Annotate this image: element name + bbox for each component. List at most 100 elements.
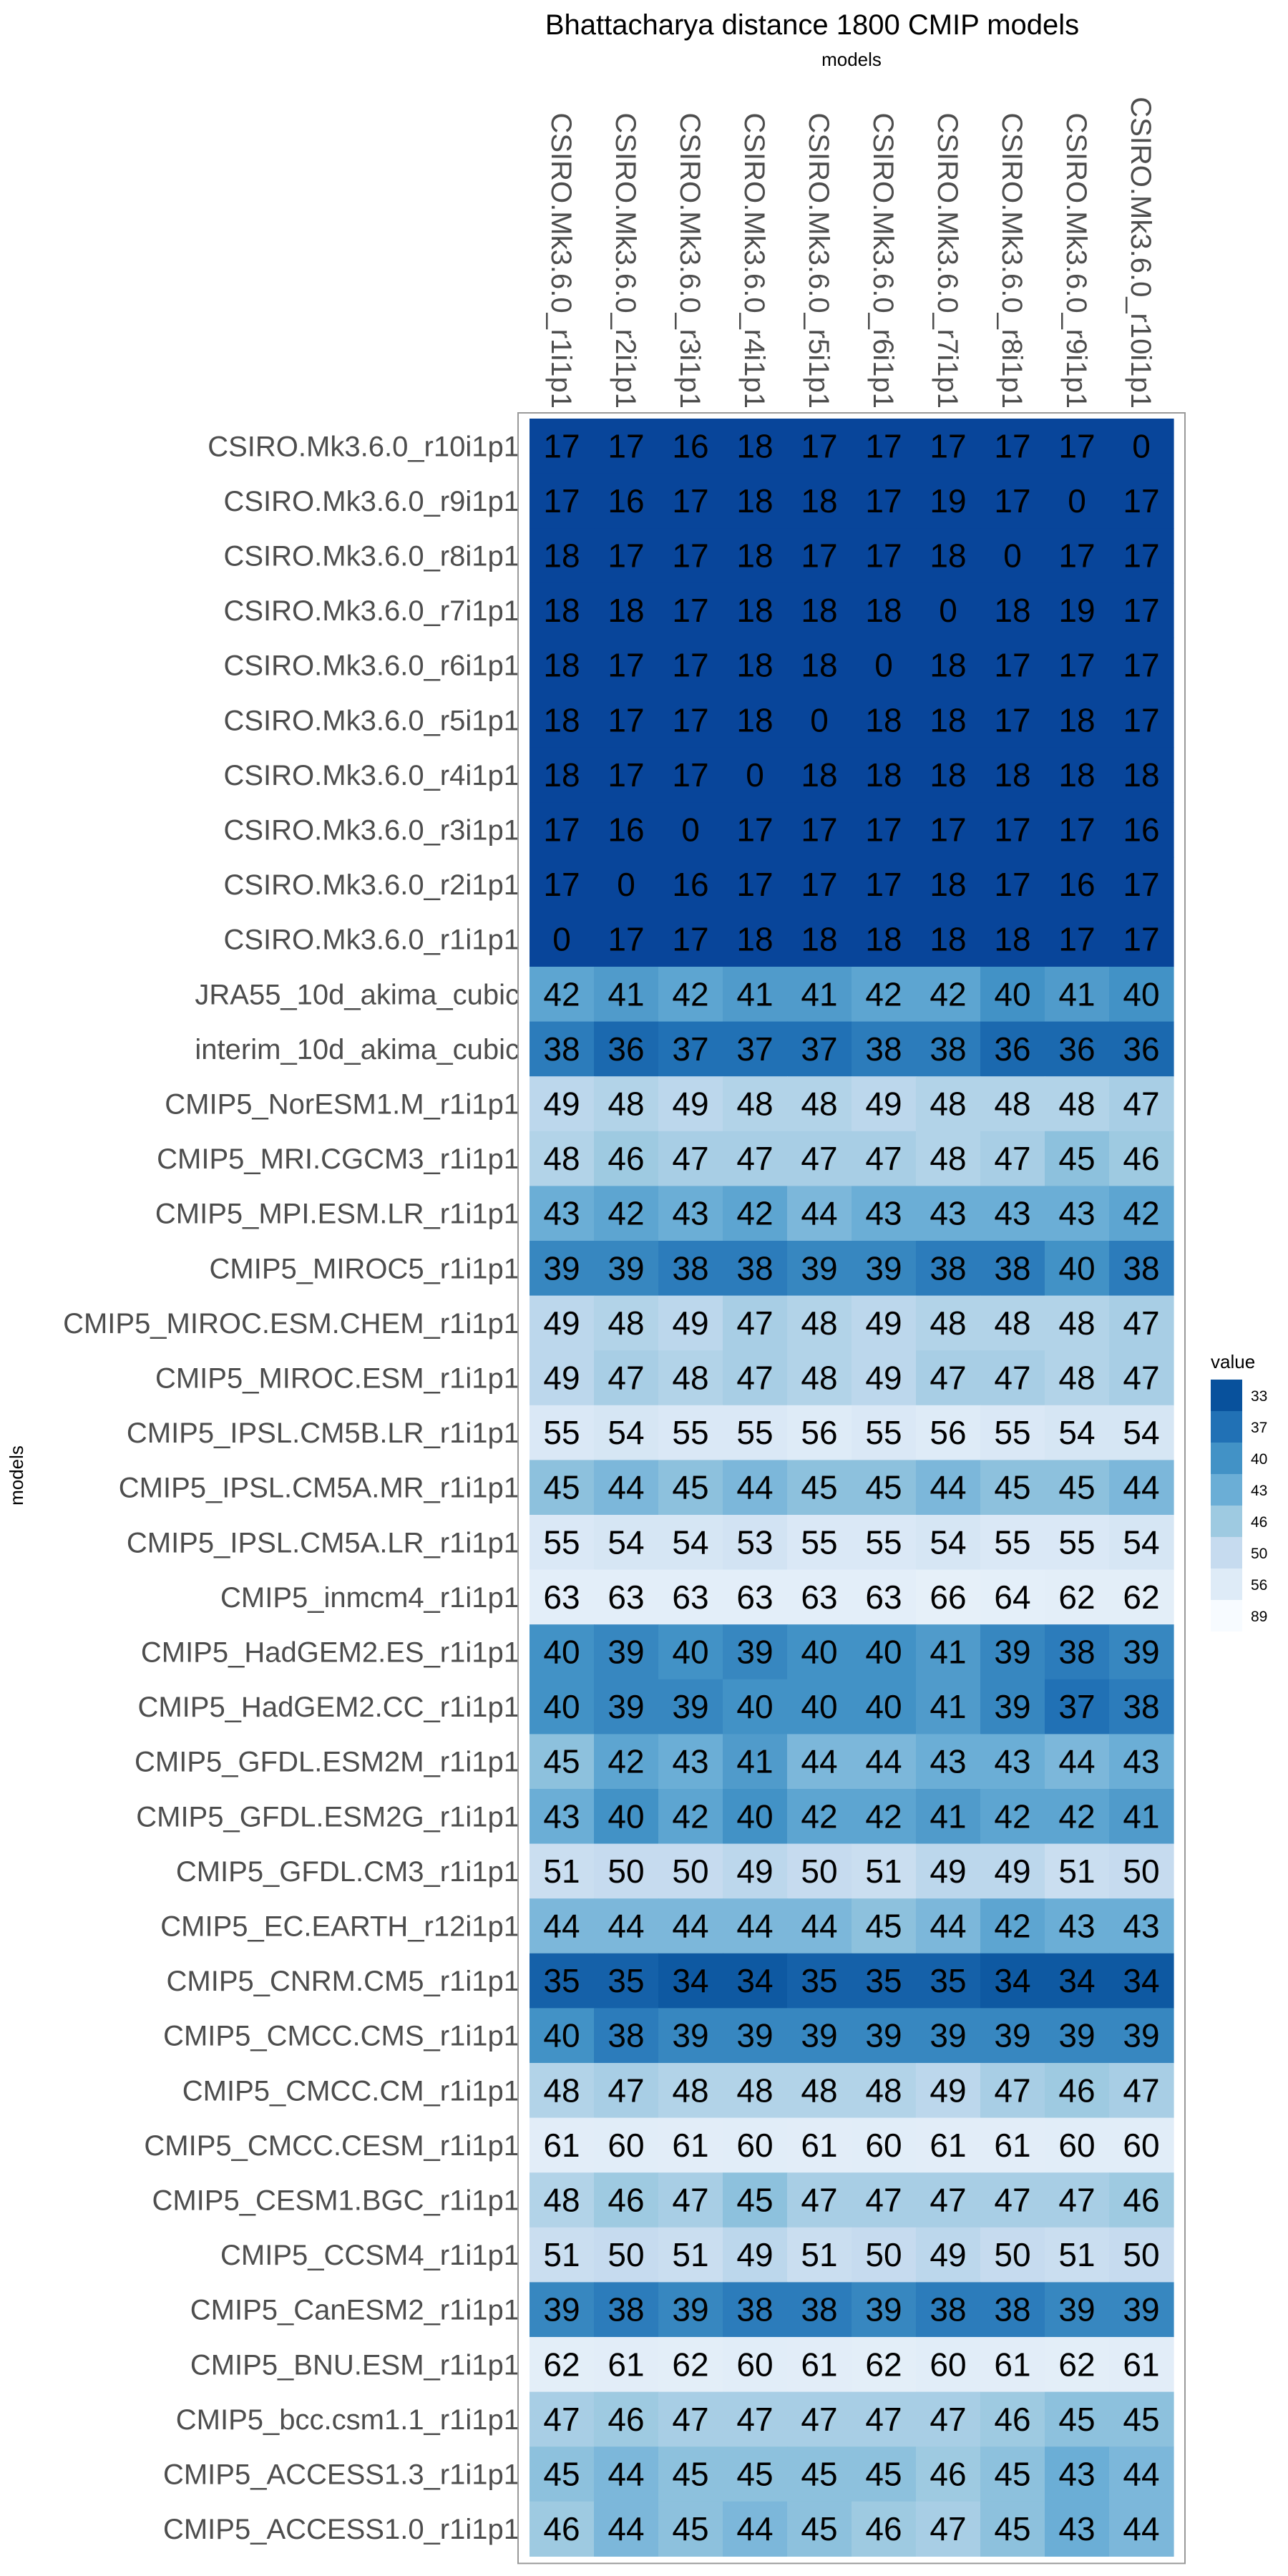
heatmap-cell: [658, 1624, 723, 1680]
heatmap-cell: [723, 2117, 788, 2173]
heatmap-cell: [852, 1679, 917, 1735]
cell-value-label: 45: [736, 2456, 773, 2493]
heatmap-cell: [852, 1843, 917, 1899]
heatmap-cell: [980, 1624, 1045, 1680]
cell-value-label: 18: [930, 866, 966, 903]
heatmap-cell: [852, 2337, 917, 2393]
cell-value-label: 49: [930, 2236, 966, 2273]
cell-value-label: 17: [672, 701, 708, 738]
heatmap-cell: [594, 473, 659, 529]
cell-value-label: 44: [1058, 1743, 1095, 1780]
cell-value-label: 40: [994, 975, 1030, 1013]
cell-value-label: 39: [736, 1634, 773, 1671]
cell-value-label: 0: [939, 592, 957, 629]
heatmap-cell: [594, 1350, 659, 1406]
heatmap-cell: [530, 1405, 595, 1460]
cell-value-label: 47: [994, 1140, 1030, 1177]
heatmap-cell: [1109, 2337, 1174, 2393]
heatmap-cell: [980, 1076, 1045, 1132]
heatmap-cell: [1109, 1569, 1174, 1625]
cell-value-label: 46: [608, 1140, 644, 1177]
cell-value-label: 47: [736, 2401, 773, 2438]
cell-value-label: 44: [608, 2510, 644, 2547]
heatmap-cell: [723, 1789, 788, 1845]
heatmap-cell: [530, 2337, 595, 2393]
heatmap-cell: [852, 1734, 917, 1790]
heatmap-cell: [787, 967, 852, 1023]
heatmap-cell: [723, 1295, 788, 1351]
heatmap-cell: [787, 2501, 852, 2557]
cell-value-label: 17: [608, 427, 644, 464]
cell-value-label: 17: [865, 482, 902, 519]
heatmap-cell: [594, 1515, 659, 1571]
y-tick-label: CMIP5_CCSM4_r1i1p1: [220, 2240, 519, 2271]
legend-key: [1211, 1568, 1242, 1600]
cell-value-label: 38: [994, 2291, 1030, 2328]
cell-value-label: 48: [1058, 1085, 1095, 1123]
heatmap-cell: [1045, 1843, 1110, 1899]
cell-value-label: 48: [543, 2072, 580, 2109]
y-tick-label: CMIP5_GFDL.ESM2M_r1i1p1: [135, 1747, 519, 1778]
heatmap-cell: [787, 1515, 852, 1571]
heatmap-cell: [1109, 2282, 1174, 2338]
heatmap-cell: [852, 1186, 917, 1241]
heatmap-cell: [658, 967, 723, 1023]
heatmap-cell: [530, 2063, 595, 2119]
cell-value-label: 17: [1058, 537, 1095, 575]
heatmap-cell: [787, 528, 852, 584]
cell-value-label: 43: [994, 1195, 1030, 1232]
x-tick-label: CSIRO.Mk3.6.0_r9i1p1: [1060, 112, 1092, 409]
heatmap-cell: [852, 2391, 917, 2447]
cell-value-label: 17: [865, 427, 902, 464]
heatmap-cell: [530, 2446, 595, 2502]
cell-value-label: 47: [994, 2182, 1030, 2219]
cell-value-label: 42: [1058, 1797, 1095, 1835]
heatmap-cell: [658, 1789, 723, 1845]
heatmap-cell: [530, 857, 595, 912]
cell-value-label: 17: [736, 811, 773, 849]
heatmap-cell: [1109, 912, 1174, 967]
heatmap-cell: [980, 2282, 1045, 2338]
cell-value-label: 43: [672, 1743, 708, 1780]
heatmap-cell: [980, 802, 1045, 858]
cell-value-label: 51: [865, 1853, 902, 1890]
heatmap-cell: [530, 1350, 595, 1406]
heatmap-cell: [852, 419, 917, 474]
heatmap-cell: [916, 1624, 981, 1680]
cell-value-label: 45: [801, 1469, 837, 1506]
heatmap-cell: [594, 1734, 659, 1790]
heatmap-cell: [723, 2391, 788, 2447]
cell-value-label: 18: [736, 537, 773, 575]
cell-value-label: 51: [1058, 2236, 1095, 2273]
heatmap-cell: [852, 473, 917, 529]
cell-value-label: 18: [736, 427, 773, 464]
heatmap-cell: [916, 967, 981, 1023]
cell-value-label: 39: [543, 2291, 580, 2328]
cell-value-label: 39: [1123, 2017, 1159, 2054]
heatmap-cell: [787, 1076, 852, 1132]
cell-value-label: 18: [736, 482, 773, 519]
heatmap-cell: [980, 2063, 1045, 2119]
cell-value-label: 47: [801, 1140, 837, 1177]
heatmap-cell: [723, 1405, 788, 1460]
cell-value-label: 17: [1058, 427, 1095, 464]
cell-value-label: 50: [608, 1853, 644, 1890]
heatmap-cell: [1109, 2117, 1174, 2173]
heatmap-cell: [787, 2337, 852, 2393]
heatmap-cell: [658, 1076, 723, 1132]
cell-value-label: 39: [608, 1249, 644, 1287]
heatmap-cell: [723, 528, 788, 584]
cell-value-label: 38: [736, 2291, 773, 2328]
cell-value-label: 17: [672, 756, 708, 794]
cell-value-label: 45: [1058, 1469, 1095, 1506]
heatmap-cell: [1109, 1295, 1174, 1351]
cell-value-label: 48: [543, 2182, 580, 2219]
cell-value-label: 48: [1058, 1360, 1095, 1397]
heatmap-cell: [1045, 1186, 1110, 1241]
heatmap-cell: [916, 528, 981, 584]
heatmap-cell: [530, 1953, 595, 2009]
cell-value-label: 54: [1123, 1523, 1159, 1561]
heatmap-cell: [852, 1241, 917, 1297]
cell-value-label: 42: [736, 1195, 773, 1232]
legend-key: [1211, 1600, 1242, 1631]
